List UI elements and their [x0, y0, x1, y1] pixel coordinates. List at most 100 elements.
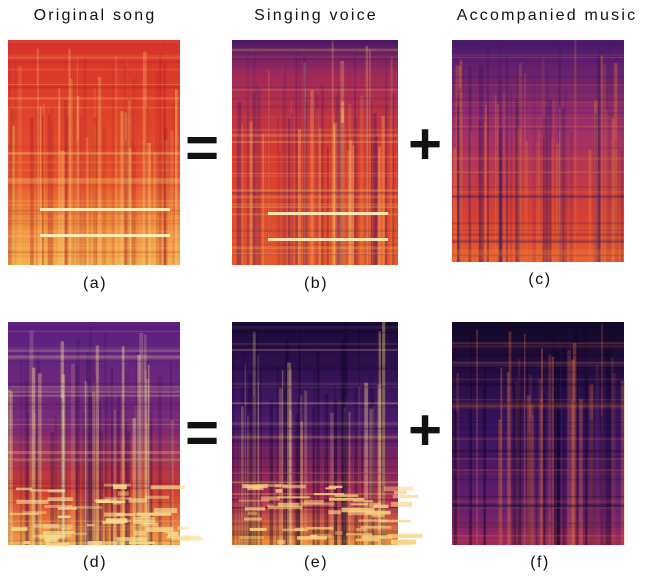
band	[232, 192, 398, 194]
band	[8, 395, 180, 397]
harmonic	[250, 528, 267, 531]
streak	[50, 122, 54, 265]
band	[232, 82, 398, 84]
band	[452, 365, 624, 366]
band	[8, 68, 180, 71]
panel-label: (e)	[304, 554, 328, 571]
band	[8, 357, 180, 358]
streak	[608, 43, 612, 262]
harmonic	[372, 515, 385, 518]
harmonic	[39, 534, 65, 538]
streak	[86, 351, 90, 545]
band	[452, 76, 624, 78]
band	[232, 129, 398, 131]
harmonic	[335, 531, 343, 535]
streak	[552, 138, 553, 262]
streak	[453, 147, 456, 262]
band	[232, 161, 398, 162]
band	[452, 342, 624, 344]
harmonic	[154, 508, 177, 513]
band	[232, 497, 398, 499]
harmonic	[75, 533, 87, 536]
band	[232, 59, 398, 60]
streak	[300, 395, 303, 545]
harmonic	[58, 516, 71, 519]
band	[8, 391, 180, 393]
band	[232, 332, 398, 334]
panel-label: (a)	[83, 275, 107, 292]
streak	[285, 63, 286, 265]
band	[232, 254, 398, 255]
band	[8, 355, 180, 356]
band	[232, 467, 398, 468]
band	[232, 365, 398, 367]
band	[452, 540, 624, 541]
harmonic	[167, 536, 201, 539]
streak	[559, 107, 560, 262]
harmonic	[277, 496, 310, 498]
harmonic	[278, 503, 300, 507]
band	[452, 107, 624, 109]
band	[8, 419, 180, 420]
harmonic	[118, 492, 129, 496]
band	[8, 55, 180, 56]
harmonic	[275, 489, 282, 493]
harmonic	[245, 507, 265, 510]
band	[452, 229, 624, 230]
band	[8, 57, 180, 59]
streak	[285, 342, 287, 545]
band	[452, 233, 624, 236]
streak	[530, 418, 533, 545]
streak	[603, 410, 606, 545]
streak	[79, 116, 82, 265]
band	[8, 451, 180, 454]
band	[452, 54, 624, 56]
streak	[574, 40, 576, 262]
band	[452, 239, 624, 242]
streak	[556, 144, 559, 262]
band	[452, 383, 624, 386]
streak	[65, 117, 69, 265]
pitch-line	[268, 212, 388, 215]
band	[232, 207, 398, 208]
harmonic	[129, 498, 147, 502]
streak	[48, 114, 50, 265]
streak	[514, 385, 517, 545]
band	[452, 57, 624, 58]
streak	[483, 388, 486, 545]
band	[8, 161, 180, 164]
band	[8, 178, 180, 181]
band	[8, 468, 180, 469]
band	[452, 84, 624, 85]
band	[452, 43, 624, 46]
harmonic	[378, 511, 391, 513]
harmonic	[373, 505, 388, 508]
streak	[299, 341, 300, 545]
harmonic	[105, 519, 131, 521]
harmonic	[113, 500, 121, 504]
harmonic	[113, 485, 127, 489]
band	[232, 383, 398, 386]
band	[8, 386, 180, 388]
band	[452, 344, 624, 346]
band	[452, 458, 624, 460]
streak	[237, 102, 241, 265]
harmonic	[282, 529, 308, 532]
streak	[621, 150, 623, 262]
band	[452, 222, 624, 224]
band	[8, 148, 180, 149]
band	[232, 156, 398, 158]
band	[232, 402, 398, 404]
band	[232, 523, 398, 526]
harmonic	[133, 517, 155, 521]
band	[8, 219, 180, 222]
streak	[76, 366, 78, 545]
band	[8, 347, 180, 349]
streak	[554, 362, 555, 545]
harmonic	[384, 486, 413, 491]
harmonic	[16, 488, 32, 491]
streak	[564, 91, 566, 262]
band	[232, 117, 398, 118]
harmonic	[30, 489, 65, 491]
harmonic	[304, 500, 324, 505]
